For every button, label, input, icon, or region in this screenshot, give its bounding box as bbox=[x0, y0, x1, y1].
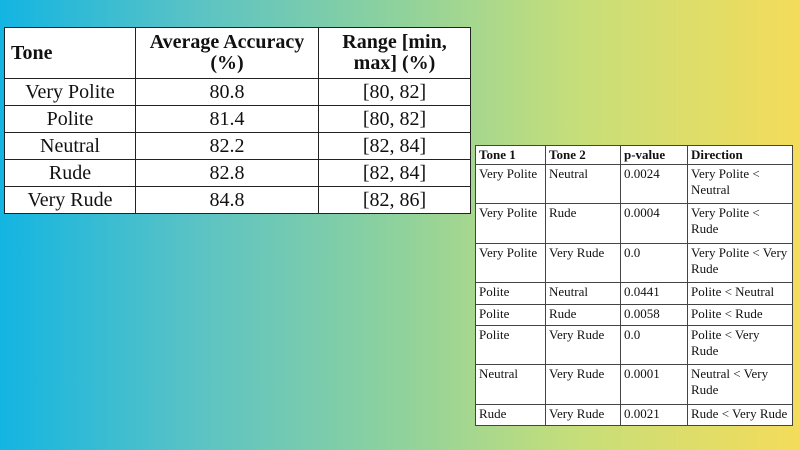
tone-2-cell: Rude bbox=[545, 203, 621, 244]
tone-1-cell: Very Polite bbox=[475, 203, 546, 244]
tone-cell: Neutral bbox=[4, 132, 136, 160]
table-row: Polite Neutral 0.0441 Polite < Neutral bbox=[475, 282, 793, 305]
accuracy-table: Tone Average Accuracy (%) Range [min, ma… bbox=[4, 27, 471, 214]
tone-cell: Rude bbox=[4, 159, 136, 187]
tone-cell: Very Rude bbox=[4, 186, 136, 214]
table-row: Polite 81.4 [80, 82] bbox=[4, 105, 471, 133]
accuracy-cell: 81.4 bbox=[135, 105, 319, 133]
direction-cell: Polite < Very Rude bbox=[687, 324, 793, 366]
range-cell: [82, 86] bbox=[318, 186, 471, 214]
table-row: Very Polite Neutral 0.0024 Very Polite <… bbox=[475, 163, 793, 205]
table-row: Rude 82.8 [82, 84] bbox=[4, 159, 471, 187]
direction-cell: Neutral < Very Rude bbox=[687, 364, 793, 405]
direction-cell: Very Polite < Very Rude bbox=[687, 242, 793, 284]
accuracy-cell: 82.2 bbox=[135, 132, 319, 160]
tone-1-cell: Polite bbox=[475, 324, 546, 366]
tone-1-cell: Rude bbox=[475, 403, 546, 427]
header-average-accuracy: Average Accuracy (%) bbox=[135, 27, 319, 79]
tone-1-cell: Polite bbox=[475, 303, 546, 326]
p-value-cell: 0.0058 bbox=[620, 303, 688, 326]
direction-cell: Very Polite < Neutral bbox=[687, 163, 793, 205]
accuracy-cell: 82.8 bbox=[135, 159, 319, 187]
p-value-cell: 0.0024 bbox=[620, 163, 688, 205]
header-range: Range [min, max] (%) bbox=[318, 27, 471, 79]
p-value-cell: 0.0 bbox=[620, 324, 688, 366]
table-row: Very Polite Very Rude 0.0 Very Polite < … bbox=[475, 242, 793, 284]
direction-cell: Polite < Neutral bbox=[687, 282, 793, 305]
header-tone: Tone bbox=[4, 27, 136, 79]
direction-cell: Polite < Rude bbox=[687, 303, 793, 326]
tone-2-cell: Neutral bbox=[545, 282, 621, 305]
tone-2-cell: Rude bbox=[545, 303, 621, 326]
table-row: Neutral 82.2 [82, 84] bbox=[4, 132, 471, 160]
table-header-row: Tone Average Accuracy (%) Range [min, ma… bbox=[4, 27, 471, 79]
range-cell: [80, 82] bbox=[318, 78, 471, 106]
direction-cell: Very Polite < Rude bbox=[687, 203, 793, 244]
tone-2-cell: Neutral bbox=[545, 163, 621, 205]
tone-cell: Very Polite bbox=[4, 78, 136, 106]
tone-1-cell: Very Polite bbox=[475, 242, 546, 284]
table-row: Polite Rude 0.0058 Polite < Rude bbox=[475, 303, 793, 326]
table-row: Very Polite Rude 0.0004 Very Polite < Ru… bbox=[475, 203, 793, 244]
tone-2-cell: Very Rude bbox=[545, 242, 621, 284]
accuracy-cell: 84.8 bbox=[135, 186, 319, 214]
header-tone-2: Tone 2 bbox=[545, 145, 621, 165]
tone-1-cell: Neutral bbox=[475, 364, 546, 405]
tone-2-cell: Very Rude bbox=[545, 403, 621, 427]
pvalue-table: Tone 1 Tone 2 p-value Direction Very Pol… bbox=[475, 145, 793, 427]
range-cell: [82, 84] bbox=[318, 159, 471, 187]
table-row: Very Polite 80.8 [80, 82] bbox=[4, 78, 471, 106]
p-value-cell: 0.0001 bbox=[620, 364, 688, 405]
p-value-cell: 0.0441 bbox=[620, 282, 688, 305]
header-direction: Direction bbox=[687, 145, 793, 165]
table-header-row: Tone 1 Tone 2 p-value Direction bbox=[475, 145, 793, 165]
direction-cell: Rude < Very Rude bbox=[687, 403, 793, 427]
p-value-cell: 0.0021 bbox=[620, 403, 688, 427]
header-tone-1: Tone 1 bbox=[475, 145, 546, 165]
table-row: Rude Very Rude 0.0021 Rude < Very Rude bbox=[475, 403, 793, 427]
range-cell: [82, 84] bbox=[318, 132, 471, 160]
p-value-cell: 0.0004 bbox=[620, 203, 688, 244]
range-cell: [80, 82] bbox=[318, 105, 471, 133]
table-row: Very Rude 84.8 [82, 86] bbox=[4, 186, 471, 214]
accuracy-cell: 80.8 bbox=[135, 78, 319, 106]
tone-cell: Polite bbox=[4, 105, 136, 133]
table-row: Polite Very Rude 0.0 Polite < Very Rude bbox=[475, 324, 793, 366]
tone-1-cell: Very Polite bbox=[475, 163, 546, 205]
tone-2-cell: Very Rude bbox=[545, 364, 621, 405]
table-row: Neutral Very Rude 0.0001 Neutral < Very … bbox=[475, 364, 793, 405]
header-p-value: p-value bbox=[620, 145, 688, 165]
tone-1-cell: Polite bbox=[475, 282, 546, 305]
p-value-cell: 0.0 bbox=[620, 242, 688, 284]
tone-2-cell: Very Rude bbox=[545, 324, 621, 366]
